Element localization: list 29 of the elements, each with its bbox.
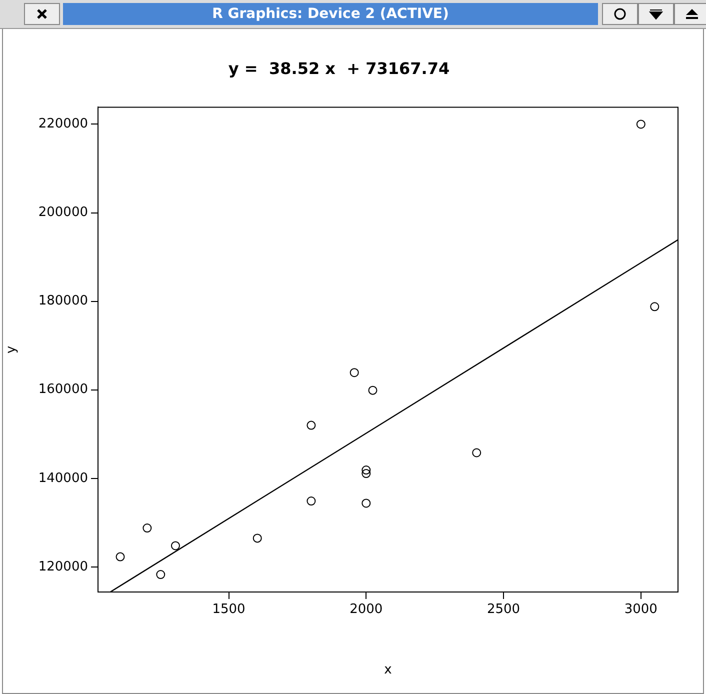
point [252, 534, 262, 543]
point [368, 386, 378, 395]
point [362, 498, 371, 508]
x-tick-label: 2500 [486, 602, 520, 618]
x-tick-label: 1500 [212, 602, 246, 618]
point [362, 466, 371, 475]
point [306, 420, 316, 430]
point [306, 496, 316, 506]
y-tick-label: 140000 [38, 470, 88, 486]
x-tick-label: 3000 [624, 602, 658, 618]
point [170, 541, 180, 550]
point [350, 368, 359, 378]
x-axis-title: x [384, 662, 392, 678]
y-tick-label: 220000 [38, 116, 88, 132]
x-tick-label: 2000 [350, 602, 383, 618]
y-tick-label: 120000 [38, 559, 88, 574]
point [362, 469, 371, 478]
point [636, 120, 646, 129]
point [116, 552, 125, 562]
point [156, 570, 166, 580]
y-tick-label: 180000 [38, 294, 88, 309]
point [650, 302, 660, 312]
y-axis-title: y [4, 345, 20, 354]
point [472, 448, 482, 458]
text: R Graphics: Device 2 (ACTIVE) [63, 3, 598, 25]
point [142, 524, 152, 533]
chart-title: y = 38.52 x + 73167.74 [228, 58, 450, 78]
y-tick-label: 200000 [38, 205, 88, 220]
y-tick-label: 160000 [38, 382, 88, 398]
